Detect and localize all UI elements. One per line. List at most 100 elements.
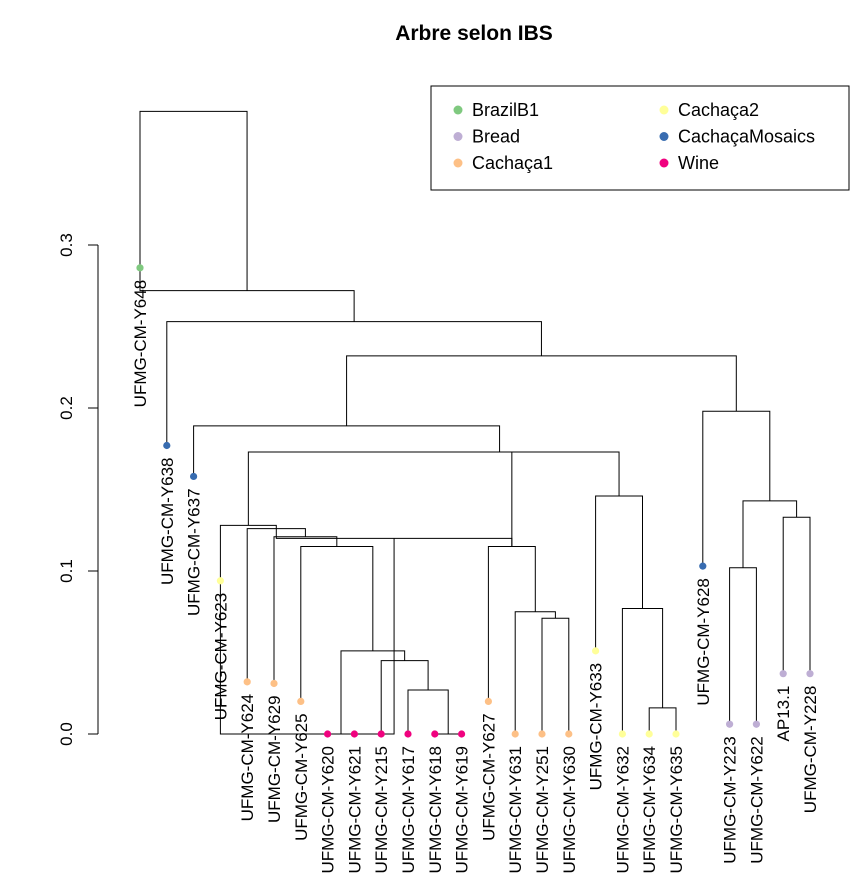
legend-entry: Wine — [678, 153, 719, 173]
leaf-label: UFMG-CM-Y632 — [613, 746, 632, 874]
leaf-point — [377, 730, 385, 738]
leaf-point — [243, 678, 251, 686]
dendrogram-branch — [380, 451, 620, 497]
leaf-label: UFMG-CM-Y630 — [560, 746, 579, 874]
leaf-point — [484, 697, 492, 706]
dendrogram-branches — [139, 110, 811, 735]
legend-entry: Cachaça1 — [472, 153, 553, 173]
leaf-label: UFMG-CM-Y637 — [185, 488, 204, 616]
leaf-label: UFMG-CM-Y621 — [345, 746, 364, 874]
dendrogram-branch — [380, 660, 429, 734]
y-tick-label: 0.3 — [57, 233, 76, 257]
legend-entry: Bread — [472, 127, 520, 147]
leaf-point — [190, 472, 198, 481]
leaf-point — [779, 670, 787, 678]
leaf-point — [404, 730, 412, 738]
leaf-label: UFMG-CM-Y215 — [372, 746, 391, 874]
y-tick-label: 0.2 — [57, 396, 76, 420]
dendrogram-branch — [648, 707, 677, 734]
dendrogram-branch — [300, 546, 374, 702]
legend-entry: CachaçaMosaics — [678, 127, 815, 147]
dendrogram-branch — [487, 546, 536, 702]
y-tick-label: 0.0 — [57, 722, 76, 746]
leaf-label: UFMG-CM-Y634 — [640, 746, 659, 874]
dendrogram-branch — [273, 536, 338, 684]
leaf-label: UFMG-CM-Y618 — [426, 746, 445, 874]
leaf-label: UFMG-CM-Y624 — [238, 694, 257, 822]
dendrogram-branch — [219, 538, 395, 735]
leaf-point — [270, 679, 278, 688]
legend-entry: BrazilB1 — [472, 100, 539, 120]
leaf-point — [699, 562, 707, 570]
leaf-points — [136, 264, 814, 738]
legend-swatch — [453, 132, 463, 141]
dendrogram-branch — [346, 355, 737, 426]
dendrogram-branch — [407, 689, 449, 734]
dendrogram-branch — [541, 617, 570, 734]
leaf-point — [163, 441, 171, 450]
leaf-label: UFMG-CM-Y623 — [211, 593, 230, 721]
legend-swatch — [453, 105, 463, 115]
leaf-point — [216, 577, 224, 585]
leaf-label: UFMG-CM-Y223 — [721, 736, 740, 864]
dendrogram-branch — [782, 516, 811, 674]
leaf-point — [431, 730, 439, 738]
leaf-label: UFMG-CM-Y628 — [694, 578, 713, 706]
leaf-point — [618, 730, 627, 738]
leaf-label: UFMG-CM-Y620 — [319, 746, 338, 874]
dendrogram-branch — [219, 524, 277, 581]
leaf-label: UFMG-CM-Y619 — [453, 746, 472, 874]
leaf-point — [752, 720, 761, 728]
leaf-label: UFMG-CM-Y622 — [747, 736, 766, 864]
dendrogram-branch — [139, 110, 248, 291]
dendrogram-branch — [742, 500, 798, 568]
dendrogram-branch — [621, 607, 664, 734]
leaf-point — [592, 647, 600, 655]
dendrogram-branch — [340, 650, 406, 734]
leaf-label: UFMG-CM-Y633 — [587, 663, 606, 791]
legend-swatch — [659, 158, 669, 168]
leaf-point — [672, 730, 680, 738]
leaf-point — [645, 730, 653, 738]
leaf-point — [565, 730, 573, 738]
legend-box — [430, 85, 850, 191]
leaf-point — [806, 670, 814, 678]
leaf-label: UFMG-CM-Y228 — [801, 686, 820, 814]
leaf-label: UFMG-CM-Y627 — [479, 713, 498, 841]
dendrogram-branch — [729, 567, 757, 725]
leaf-point — [136, 264, 144, 272]
leaf-point — [297, 697, 305, 706]
leaf-point — [511, 730, 519, 738]
legend-swatch — [659, 105, 669, 115]
dendrogram-branch — [595, 495, 643, 651]
leaf-label: UFMG-CM-Y629 — [265, 695, 284, 823]
legend-swatch — [659, 132, 669, 141]
leaf-label: UFMG-CM-Y631 — [506, 746, 525, 874]
leaf-point — [538, 730, 546, 738]
leaf-point — [324, 730, 332, 738]
dendrogram-branch — [702, 410, 771, 567]
leaf-label: UFMG-CM-Y638 — [158, 457, 177, 585]
dendrogram-branch — [247, 451, 513, 547]
legend: BrazilB1 Bread Cachaça1 Cachaça2 CachaçaMosa… — [430, 85, 850, 191]
chart-title: Arbre selon IBS — [395, 22, 553, 45]
leaf-label: UFMG-CM-Y648 — [131, 280, 150, 408]
leaf-label: UFMG-CM-Y251 — [533, 746, 552, 874]
leaf-label: AP13.1 — [774, 686, 793, 742]
leaf-point — [350, 730, 358, 738]
dendrogram-branch — [193, 425, 501, 477]
leaf-label: UFMG-CM-Y617 — [399, 746, 418, 874]
leaf-point — [458, 730, 466, 738]
dendrogram-branch — [514, 611, 556, 734]
dendrogram-branch — [246, 528, 306, 682]
leaf-labels: UFMG-CM-Y648 UFMG-CM-Y638 UFMG-CM-Y637 UFMG… — [131, 280, 820, 874]
y-axis: 0.0 0.1 0.2 0.3 — [57, 233, 99, 746]
y-tick-label: 0.1 — [57, 559, 76, 583]
legend-entry: Cachaça2 — [678, 100, 759, 120]
legend-swatch — [453, 158, 463, 168]
leaf-point — [726, 720, 734, 728]
dendrogram-branch — [166, 321, 542, 446]
leaf-label: UFMG-CM-Y635 — [667, 746, 686, 874]
leaf-label: UFMG-CM-Y625 — [292, 713, 311, 841]
